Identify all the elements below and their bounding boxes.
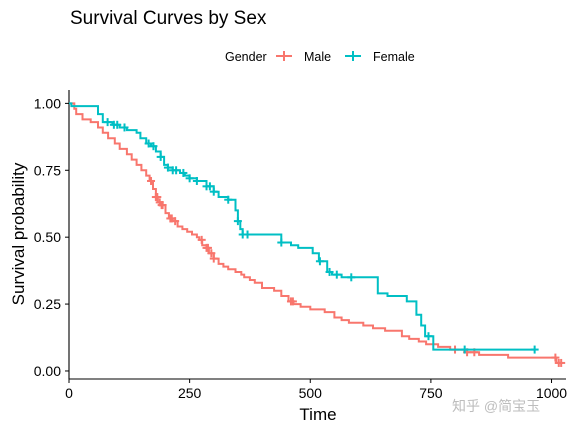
- censor-mark-female: [179, 168, 188, 177]
- censor-mark-female: [243, 230, 252, 239]
- legend-label-female: Female: [373, 50, 415, 64]
- censor-mark-female: [424, 332, 433, 341]
- censor-mark-female: [185, 174, 194, 183]
- censor-mark-male: [209, 254, 218, 263]
- censor-mark-male: [557, 358, 566, 367]
- censor-mark-male: [171, 217, 180, 226]
- censor-mark-female: [325, 267, 334, 276]
- censor-mark-female: [149, 142, 158, 151]
- censor-mark-male: [551, 353, 560, 362]
- censor-mark-female: [144, 139, 153, 148]
- series-line-male: [69, 102, 563, 364]
- x-tick-label: 500: [299, 385, 323, 401]
- censor-mark-female: [192, 176, 201, 185]
- censor-mark-female: [315, 257, 324, 266]
- censor-mark-female: [103, 118, 112, 127]
- censor-mark-female: [530, 345, 539, 354]
- censor-mark-female: [205, 182, 214, 191]
- y-axis-title: Survival probability: [9, 162, 28, 305]
- chart-title: Survival Curves by Sex: [70, 8, 267, 29]
- series-line-female: [69, 102, 535, 351]
- censor-mark-male: [203, 243, 212, 252]
- watermark-text: 知乎 @简宝玉: [452, 398, 540, 414]
- censor-mark-female: [156, 152, 165, 161]
- censor-mark-female: [113, 120, 122, 129]
- censor-mark-male: [197, 235, 206, 244]
- x-tick-label: 250: [178, 385, 202, 401]
- censor-mark-female: [209, 187, 218, 196]
- censor-mark-male: [158, 201, 167, 210]
- censor-mark-female: [224, 195, 233, 204]
- censor-mark-female: [277, 238, 286, 247]
- legend-label-male: Male: [304, 50, 331, 64]
- x-tick-label: 750: [419, 385, 443, 401]
- censor-mark-male: [207, 249, 216, 258]
- legend-key-male: [276, 51, 292, 61]
- censor-mark-female: [347, 273, 356, 282]
- y-tick-label: 0.50: [34, 229, 61, 245]
- y-tick-label: 0.75: [34, 162, 61, 178]
- censor-mark-female: [233, 217, 242, 226]
- y-tick-label: 0.00: [34, 363, 61, 379]
- x-tick-label: 0: [65, 385, 73, 401]
- x-tick-label: 1000: [536, 385, 567, 401]
- censor-mark-female: [172, 166, 181, 175]
- y-tick-label: 0.25: [34, 296, 61, 312]
- plot-area: 0 250 500 750 1000 0.00 0.25 0.50 0.75 1.00: [34, 90, 567, 401]
- censor-mark-female: [332, 270, 341, 279]
- censor-mark-male: [153, 193, 162, 202]
- censor-mark-female: [120, 123, 129, 132]
- legend-title: Gender: [225, 50, 267, 64]
- x-axis-title: Time: [299, 405, 336, 424]
- censor-mark-female: [460, 345, 469, 354]
- y-tick-label: 1.00: [34, 95, 61, 111]
- legend: Gender Male Female: [225, 50, 415, 64]
- censor-mark-male: [147, 176, 156, 185]
- censor-mark-male: [288, 297, 297, 306]
- legend-key-female: [345, 51, 361, 61]
- censor-mark-female: [163, 163, 172, 172]
